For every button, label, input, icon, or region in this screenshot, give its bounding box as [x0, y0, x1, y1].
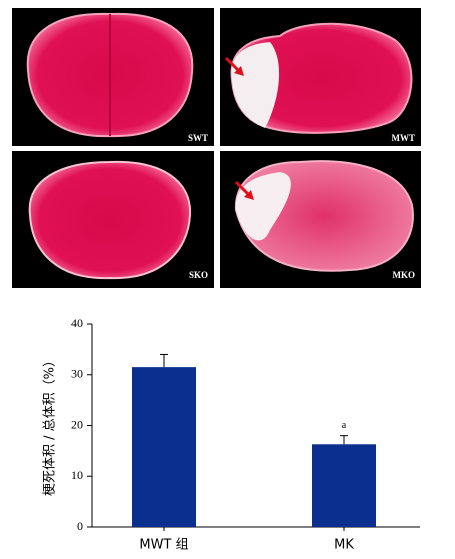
x-tick-label: MWT 组	[139, 538, 188, 553]
panel-label: SWT	[188, 133, 208, 143]
arrow-head	[244, 190, 254, 200]
brain-slice	[230, 22, 413, 134]
y-tick-label: 30	[71, 367, 83, 381]
panel-label: MKO	[393, 270, 416, 280]
infarct	[235, 172, 291, 241]
y-axis-label: 梗死体积 / 总体积（%）	[43, 354, 58, 496]
bar	[132, 367, 196, 527]
y-tick-label: 0	[77, 519, 83, 533]
y-tick-label: 40	[71, 316, 83, 330]
panel-label: SKO	[189, 270, 208, 280]
infarct	[231, 42, 280, 128]
x-tick-label: MK	[334, 538, 354, 553]
y-tick-label: 20	[71, 417, 83, 431]
panel-label: MWT	[392, 133, 416, 143]
brain-slice	[28, 160, 192, 280]
bar	[312, 444, 376, 527]
chart: 0 10 20 30 40 MWT 组 MK a	[71, 316, 420, 553]
arrow-head	[234, 66, 244, 76]
y-tick-label: 10	[71, 468, 83, 482]
significance-label: a	[342, 420, 347, 431]
